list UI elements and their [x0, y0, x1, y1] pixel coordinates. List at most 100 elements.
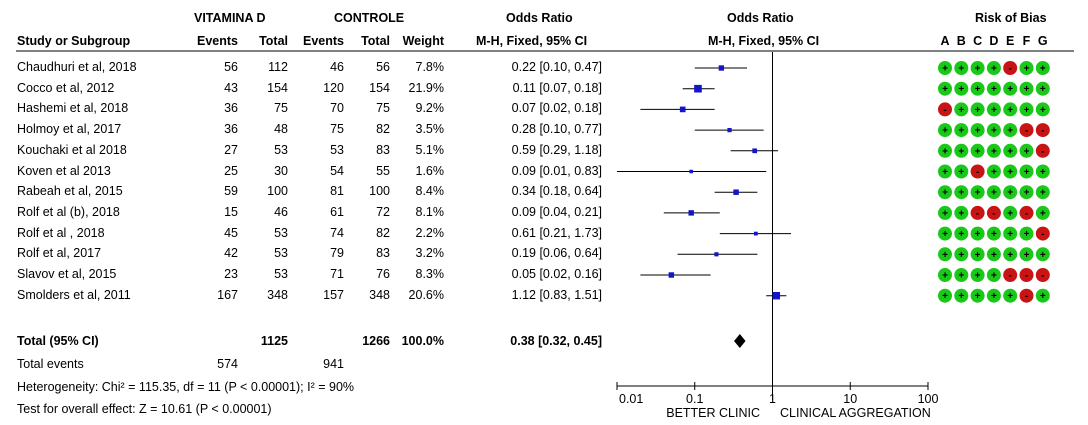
total1-value: 53 [274, 267, 288, 281]
rob-high-circle [1035, 226, 1050, 241]
rob-low-circle [1003, 185, 1018, 200]
rob-symbol: + [942, 64, 948, 75]
rob-symbol: + [975, 250, 981, 261]
rob-low-circle [986, 247, 1001, 262]
rob-low-circle [986, 81, 1001, 96]
rob-symbol: + [991, 229, 997, 240]
weight-value: 3.2% [415, 246, 445, 261]
weight-value: 5.1% [415, 142, 445, 157]
rob-symbol: - [943, 105, 946, 116]
weight-value: 8.1% [415, 204, 445, 219]
rob-low-circle [1035, 288, 1050, 303]
total1-value: 53 [274, 225, 288, 240]
rob-low-circle [1003, 81, 1018, 96]
events1-value: 45 [224, 225, 238, 240]
ci-value: 0.34 [0.18, 0.64] [511, 184, 602, 199]
ci-value: 1.12 [0.83, 1.51] [511, 287, 602, 302]
rob-high-circle [1003, 61, 1018, 75]
ci-value: 0.05 [0.02, 0.16] [511, 267, 602, 281]
events2-value: 71 [330, 267, 344, 281]
rob-symbol: + [975, 271, 981, 282]
rob-low-circle [954, 61, 969, 75]
rob-symbol: - [1025, 208, 1028, 219]
rob-low-circle [938, 164, 952, 179]
rob-low-circle [1003, 247, 1018, 262]
rob-low-circle [954, 288, 969, 303]
events2-value: 79 [330, 246, 344, 261]
pooled-diamond [734, 334, 746, 348]
events1-value: 167 [217, 287, 238, 302]
rob-letter: F [1022, 34, 1031, 48]
x-tick-label: 1 [769, 392, 776, 406]
rob-low-circle [938, 185, 952, 200]
rob-symbol: - [1009, 64, 1012, 75]
rob-symbol: + [942, 84, 948, 95]
total2-value: 75 [376, 101, 390, 116]
total2-value: 83 [376, 246, 390, 261]
rob-low-circle [1003, 226, 1018, 241]
rob-symbol: + [975, 229, 981, 240]
rob-low-circle [1035, 81, 1050, 96]
point-estimate [714, 252, 719, 257]
rob-symbol: + [1040, 84, 1046, 95]
rob-symbol: - [992, 208, 995, 219]
rob-low-circle [1019, 143, 1034, 158]
weight-value: 9.2% [415, 101, 445, 116]
rob-low-circle [1035, 247, 1050, 262]
rob-high-circle [1019, 268, 1034, 282]
rob-symbol: + [991, 250, 997, 261]
rob-low-circle [986, 226, 1001, 241]
ci-value: 0.11 [0.07, 0.18] [512, 80, 602, 95]
events1-column-header: Events [197, 34, 238, 48]
study-name: Rolf et al (b), 2018 [17, 204, 120, 219]
rob-letter: A [940, 34, 950, 48]
rob-symbol: + [991, 84, 997, 95]
point-estimate [718, 65, 725, 71]
rob-low-circle [1019, 185, 1034, 200]
total1-value: 154 [267, 80, 288, 95]
rob-low-circle [986, 102, 1001, 117]
rob-symbol: + [1024, 188, 1030, 199]
events1-value: 15 [224, 204, 238, 219]
rob-low-circle [1035, 102, 1050, 117]
rob-symbol: - [976, 208, 979, 219]
rob-low-circle [970, 288, 985, 303]
study-name: Slavov et al, 2015 [17, 267, 117, 281]
total-events-e1: 574 [217, 357, 238, 371]
events1-value: 25 [224, 163, 238, 178]
rob-symbol: + [1040, 105, 1046, 116]
rob-symbol: + [1024, 146, 1030, 157]
rob-symbol: + [1024, 84, 1030, 95]
rob-symbol: + [1040, 250, 1046, 261]
rob-symbol: + [1007, 146, 1013, 157]
rob-symbol: + [991, 291, 997, 302]
rob-symbol: + [942, 146, 948, 157]
rob-low-circle [1003, 102, 1018, 117]
rob-symbol: + [942, 271, 948, 282]
rob-symbol: + [942, 250, 948, 261]
rob-low-circle [970, 247, 985, 262]
total-ci: 0.38 [0.32, 0.45] [510, 334, 602, 348]
rob-symbol: + [1007, 229, 1013, 240]
rob-low-circle [938, 123, 952, 138]
rob-low-circle [1035, 205, 1050, 220]
total-t2: 1266 [362, 334, 390, 348]
total-events-label: Total events [17, 357, 84, 371]
point-estimate [753, 231, 758, 236]
rob-symbol: + [942, 229, 948, 240]
rob-symbol: + [1040, 188, 1046, 199]
point-estimate [727, 127, 732, 133]
rob-symbol: + [958, 126, 964, 137]
events2-value: 81 [330, 184, 344, 199]
weight-value: 7.8% [415, 60, 445, 74]
rob-low-circle [1019, 247, 1034, 262]
rob-low-circle [938, 288, 952, 303]
rob-low-circle [938, 226, 952, 241]
rob-low-circle [1019, 81, 1034, 96]
rob-low-circle [1019, 61, 1034, 75]
ci-value: 0.09 [0.04, 0.21] [511, 204, 602, 219]
rob-low-circle [970, 102, 985, 117]
rob-low-circle [954, 102, 969, 117]
total-weight: 100.0% [401, 334, 444, 348]
events2-value: 53 [330, 142, 344, 157]
